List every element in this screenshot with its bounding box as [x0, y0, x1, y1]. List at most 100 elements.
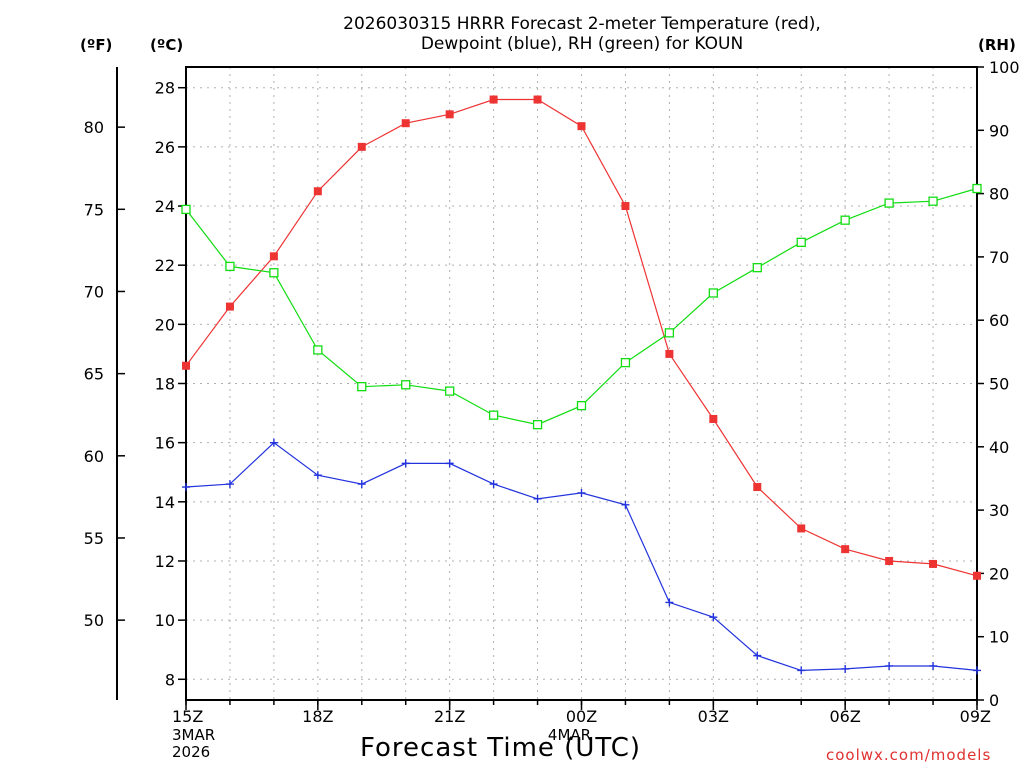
- rh-marker: [269, 268, 279, 278]
- rh-tick-label: 90: [989, 121, 1009, 140]
- dewpoint-marker: [797, 666, 806, 675]
- rh-marker: [401, 380, 411, 390]
- temperature-marker: [313, 187, 322, 196]
- rh-marker: [357, 382, 367, 392]
- dewpoint-marker: [841, 664, 850, 673]
- rh-tick-label: 60: [989, 311, 1009, 330]
- fahrenheit-tick-label: 55: [84, 529, 104, 548]
- x-tick-date-label: 3MAR: [172, 726, 215, 744]
- rh-marker: [664, 328, 675, 338]
- temperature-marker: [621, 202, 630, 211]
- dewpoint-series-line: [185, 441, 978, 672]
- rh-marker: [928, 196, 938, 206]
- rh-marker: [884, 198, 894, 208]
- credit-text: coolwx.com/models: [826, 746, 992, 764]
- dewpoint-marker: [753, 651, 762, 660]
- temperature-marker: [665, 349, 674, 358]
- rh-marker: [313, 345, 323, 355]
- rh-marker: [576, 401, 587, 411]
- temperature-series-line: [185, 98, 978, 577]
- x-tick-label: 09Z: [960, 707, 991, 726]
- celsius-tick-label: 8: [165, 670, 175, 689]
- celsius-tick-label: 18: [155, 375, 175, 394]
- dewpoint-marker: [621, 500, 630, 509]
- x-tick-date-label: 4MAR: [548, 726, 591, 744]
- temperature-marker: [797, 524, 806, 533]
- rh-marker: [796, 237, 806, 247]
- rh-unit-label: (RH): [978, 36, 1016, 54]
- rh-marker: [620, 357, 631, 368]
- temperature-marker: [225, 302, 234, 311]
- temperature-marker: [445, 110, 454, 119]
- x-tick-label: 21Z: [434, 707, 465, 726]
- rh-marker: [225, 261, 235, 272]
- fahrenheit-tick-label: 50: [84, 611, 104, 630]
- rh-tick-label: 40: [989, 438, 1009, 457]
- x-tick-label: 03Z: [698, 707, 729, 726]
- celsius-tick-label: 10: [155, 611, 175, 630]
- celsius-tick-label: 26: [155, 138, 175, 157]
- dewpoint-marker: [357, 480, 366, 489]
- celsius-tick-label: 16: [155, 434, 175, 453]
- fahrenheit-unit-label: (ºF): [80, 36, 113, 54]
- rh-tick-label: 50: [989, 375, 1009, 394]
- rh-marker: [708, 288, 718, 298]
- fahrenheit-tick-label: 65: [84, 365, 104, 384]
- dewpoint-marker: [929, 661, 938, 670]
- rh-marker: [752, 263, 762, 273]
- temperature-marker: [182, 361, 190, 370]
- rh-tick-label: 10: [989, 628, 1009, 647]
- chart-title: 2026030315 HRRR Forecast 2-meter Tempera…: [0, 14, 1024, 54]
- temperature-marker: [533, 95, 542, 104]
- rh-tick-label: 80: [989, 185, 1009, 204]
- dewpoint-marker: [225, 480, 234, 489]
- dewpoint-marker: [973, 666, 981, 675]
- celsius-tick-label: 20: [155, 315, 175, 334]
- dewpoint-marker: [445, 459, 454, 468]
- x-tick-label: 18Z: [302, 707, 333, 726]
- rh-marker: [532, 419, 543, 430]
- temperature-marker: [577, 122, 586, 131]
- dewpoint-marker: [269, 438, 278, 447]
- celsius-tick-label: 12: [155, 552, 175, 571]
- rh-marker: [840, 215, 850, 225]
- celsius-tick-label: 28: [155, 79, 175, 98]
- x-axis-title: Forecast Time (UTC): [360, 733, 642, 763]
- rh-tick-label: 70: [989, 248, 1009, 267]
- rh-marker: [488, 410, 499, 420]
- chart-title-line2: Dewpoint (blue), RH (green) for KOUN: [420, 34, 744, 54]
- temperature-marker: [753, 483, 762, 492]
- celsius-unit-label: (ºC): [150, 36, 184, 54]
- dewpoint-marker: [533, 494, 542, 503]
- dewpoint-marker: [489, 480, 498, 489]
- temperature-marker: [269, 252, 278, 261]
- rh-tick-label: 0: [989, 691, 999, 710]
- fahrenheit-tick-label: 60: [84, 447, 104, 466]
- temperature-marker: [973, 571, 981, 580]
- fahrenheit-tick-label: 80: [84, 118, 104, 137]
- chart-title-line1: 2026030315 HRRR Forecast 2-meter Tempera…: [343, 14, 821, 34]
- celsius-tick-label: 14: [155, 493, 175, 512]
- dewpoint-marker: [313, 471, 322, 480]
- temperature-marker: [929, 559, 938, 568]
- dewpoint-marker: [182, 483, 190, 492]
- rh-tick-label: 30: [989, 501, 1009, 520]
- temperature-marker: [841, 545, 850, 554]
- x-tick-label: 06Z: [830, 707, 861, 726]
- x-tick-label: 15Z: [172, 707, 203, 726]
- fahrenheit-tick-label: 75: [84, 200, 104, 219]
- temperature-marker: [357, 142, 366, 151]
- dewpoint-marker: [401, 459, 410, 468]
- rh-marker: [972, 183, 982, 194]
- temperature-marker: [885, 556, 894, 565]
- rh-marker: [181, 204, 191, 215]
- fahrenheit-tick-label: 70: [84, 282, 104, 301]
- temperature-marker: [489, 95, 498, 104]
- dewpoint-marker: [665, 598, 674, 607]
- dewpoint-marker: [885, 661, 894, 670]
- dewpoint-marker: [709, 613, 718, 622]
- celsius-tick-label: 24: [155, 197, 175, 216]
- rh-tick-label: 100: [989, 58, 1020, 77]
- temperature-marker: [709, 414, 718, 423]
